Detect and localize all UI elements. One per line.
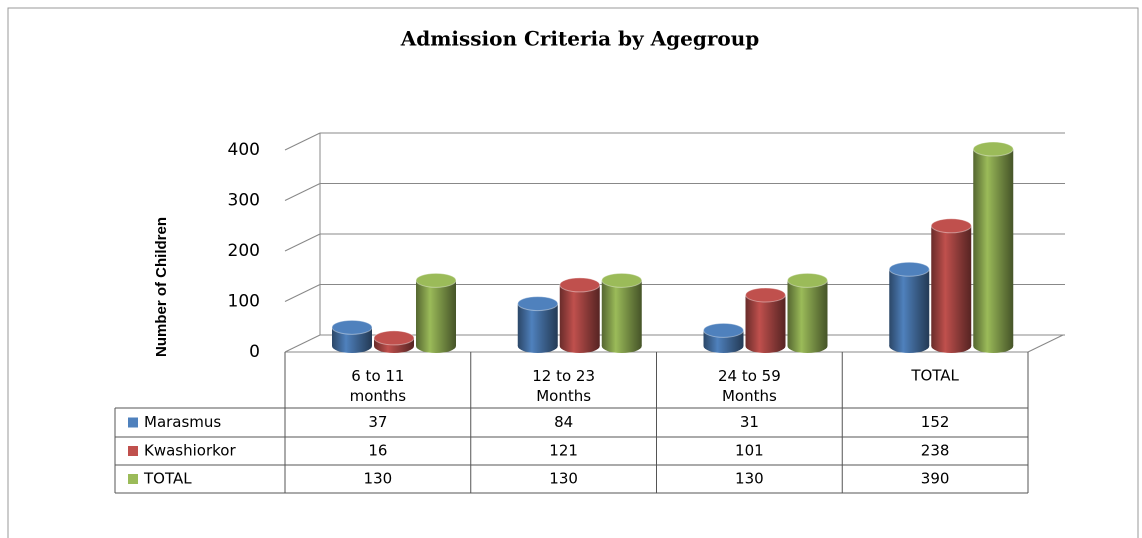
line: 6 to 11: [351, 367, 404, 385]
grid-side: [284, 334, 321, 353]
y-axis-label: Number of Children: [153, 217, 170, 357]
table-value: 238: [921, 442, 950, 460]
bar-top: [787, 272, 828, 288]
table-value: 16: [368, 442, 387, 460]
bar: [517, 303, 558, 346]
x-tick-label: 12 to 23 Months: [532, 367, 595, 405]
x-tick-label: TOTAL: [910, 367, 959, 385]
bar: [973, 149, 1014, 346]
table-value: 130: [735, 470, 764, 488]
table-value: 31: [740, 413, 759, 431]
table-value: 84: [554, 413, 573, 431]
bar-top: [930, 218, 972, 234]
y-tick-label: 300: [228, 191, 260, 211]
bar: [931, 225, 972, 346]
line: 12 to 23: [532, 367, 595, 385]
legend-swatch: [128, 474, 138, 484]
table-value: 121: [549, 442, 578, 460]
legend-swatch: [128, 446, 138, 456]
floor-right: [1027, 334, 1064, 353]
x-tick-label: 6 to 11 months: [350, 367, 407, 405]
legend-label: Kwashiorkor: [144, 442, 236, 460]
bar-top: [559, 277, 601, 293]
bar-top: [888, 261, 930, 277]
grid-side: [284, 233, 321, 252]
y-tick-label: 400: [228, 140, 260, 160]
legend-swatch: [128, 417, 138, 428]
bar: [745, 294, 786, 346]
bar-top: [703, 322, 744, 338]
bar: [787, 280, 828, 346]
line: 24 to 59: [718, 367, 781, 385]
bar: [416, 280, 456, 346]
bar: [889, 269, 930, 346]
line: Months: [536, 387, 591, 405]
grid-side: [284, 183, 321, 201]
line: Months: [722, 387, 777, 405]
bar: [559, 284, 600, 346]
bar-top: [415, 272, 457, 288]
grid-side: [284, 284, 321, 302]
table-value: 37: [368, 413, 387, 431]
y-tick-label: 100: [228, 292, 260, 312]
table-value: 130: [549, 470, 578, 488]
x-tick-label: 24 to 59 Months: [718, 367, 781, 405]
bar-top: [972, 141, 1014, 157]
bar-top: [373, 330, 415, 346]
table-value: 130: [364, 470, 393, 488]
chart-title: Admission Criteria by Agegroup: [400, 27, 759, 51]
legend-label: TOTAL: [143, 470, 192, 488]
grid-side: [284, 132, 321, 151]
line: months: [350, 387, 407, 405]
table-value: 101: [735, 442, 764, 460]
bar: [601, 280, 642, 346]
bar-top: [745, 287, 786, 303]
table-value: 390: [921, 470, 950, 488]
legend-label: Marasmus: [144, 413, 221, 431]
y-tick-label: 0: [249, 342, 260, 362]
bar-top: [517, 296, 559, 312]
y-tick-label: 200: [228, 241, 260, 261]
bar-top: [331, 319, 373, 335]
bar-top: [601, 272, 643, 288]
table-value: 152: [921, 413, 950, 431]
